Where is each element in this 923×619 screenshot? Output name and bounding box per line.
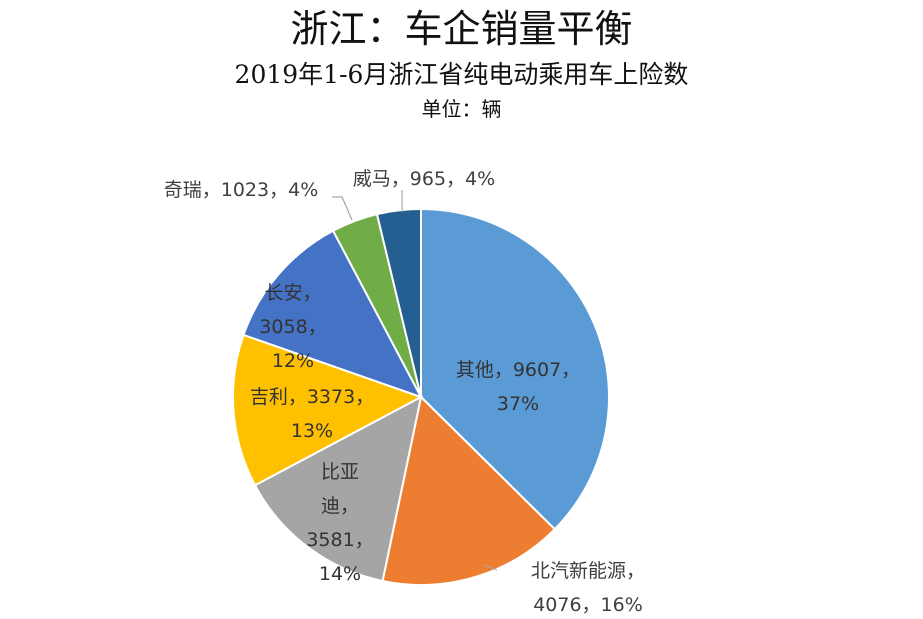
data-label: 长安， 3058， 12% xyxy=(259,282,326,372)
data-label-line: 13% xyxy=(291,420,333,442)
pie-slice xyxy=(232,333,424,487)
data-label-line: 迪， xyxy=(321,495,359,517)
leader-line xyxy=(332,196,353,221)
data-label: 奇瑞，1023，4% xyxy=(164,179,319,201)
pie-slice xyxy=(242,229,424,399)
pie-slice xyxy=(420,207,611,531)
data-label-line: 12% xyxy=(272,350,314,372)
pie-slice xyxy=(375,207,422,398)
leader-line xyxy=(483,564,498,571)
data-label-line: 其他，9607， xyxy=(456,359,580,381)
data-label-line: 北汽新能源， xyxy=(531,560,645,582)
pie-slice xyxy=(253,395,423,583)
chart-title: 浙江：车企销量平衡 xyxy=(290,7,633,51)
data-label: 比亚迪， 3581， 14% xyxy=(306,461,373,585)
data-label-line: 14% xyxy=(319,563,361,585)
data-label-line: 3058， xyxy=(259,316,326,338)
data-label-line: 长安， xyxy=(264,282,321,304)
chart-subtitle: 2019年1-6月浙江省纯电动乘用车上险数 xyxy=(234,60,689,89)
data-label-line: 比亚 xyxy=(321,461,359,483)
data-label-line: 奇瑞，1023，4% xyxy=(164,179,319,201)
data-label-line: 吉利，3373， xyxy=(250,386,374,408)
data-label-line: 威马，965，4% xyxy=(353,168,495,190)
data-label: 其他，9607， 37% xyxy=(456,359,580,415)
data-label: 北汽新能源， 4076，16% xyxy=(531,560,645,616)
data-label: 吉利，3373， 13% xyxy=(250,386,374,442)
data-label-line: 3581， xyxy=(306,529,373,551)
data-label-line: 4076，16% xyxy=(533,594,643,616)
pie-slice xyxy=(381,394,557,586)
chart-unit-label: 单位：辆 xyxy=(421,97,502,121)
data-label: 威马，965，4% xyxy=(353,168,495,190)
data-label-line: 37% xyxy=(497,393,539,415)
